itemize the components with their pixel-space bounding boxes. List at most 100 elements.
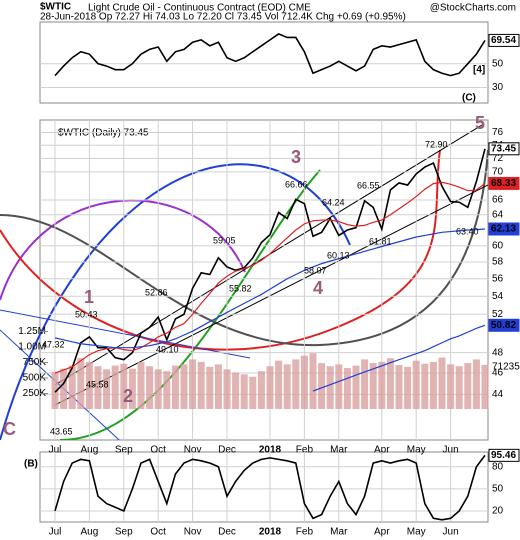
price-note: 45.58 <box>86 379 109 389</box>
price-note: 58.07 <box>304 265 327 275</box>
price-note: 66.66 <box>285 179 308 189</box>
price-note: 72.90 <box>425 139 448 149</box>
credit: @StockCharts.com <box>430 3 516 14</box>
x-tick-label: Aug <box>81 527 99 538</box>
x-tick-label: May <box>407 445 426 456</box>
volume-bar <box>120 363 128 409</box>
volume-bar <box>146 366 154 409</box>
value-label: 95.46 <box>491 450 516 461</box>
x-tick-label: Jul <box>49 527 62 538</box>
series-line <box>54 228 486 349</box>
y-tick-label: 72 <box>492 153 504 164</box>
wave-label: (C) <box>462 93 476 104</box>
y-tick-label: 60 <box>492 240 504 251</box>
price-note: 61.81 <box>369 236 392 246</box>
volume-bar <box>206 366 214 409</box>
x-tick-label: Mar <box>330 527 348 538</box>
volume-bar <box>275 360 283 409</box>
value-label: 50.82 <box>491 320 516 331</box>
y-tick-label: 66 <box>492 195 504 206</box>
price-note: 50.43 <box>75 309 98 319</box>
volume-tick-label: 1.00M <box>18 342 46 353</box>
volume-bar <box>163 371 171 409</box>
value-badge <box>488 222 520 236</box>
volume-bar <box>318 363 326 409</box>
y-tick-label: 50 <box>492 58 504 69</box>
x-tick-label: Jun <box>443 527 459 538</box>
y-tick-label: 30 <box>492 82 504 93</box>
chart-title: Light Crude Oil - Continuous Contract (E… <box>88 3 311 14</box>
x-tick-label: Oct <box>150 445 166 456</box>
x-tick-label: 2018 <box>259 527 282 538</box>
value-badge <box>488 176 520 190</box>
cycle-arc <box>0 149 488 347</box>
y-tick-label: 70 <box>492 166 504 177</box>
value-badge <box>488 33 520 47</box>
volume-bar <box>309 353 317 409</box>
volume-bar <box>249 376 257 409</box>
cycle-arc <box>0 199 246 301</box>
x-tick-label: Nov <box>184 527 202 538</box>
volume-bar <box>481 364 489 409</box>
volume-bar <box>266 366 274 409</box>
legend: $WTIC (Daily) 73.45 <box>58 128 149 139</box>
x-tick-label: Mar <box>330 445 348 456</box>
volume-bar <box>361 359 369 409</box>
x-tick-label: 2018 <box>259 445 282 456</box>
y-tick-label: 50 <box>492 483 504 494</box>
x-tick-label: Feb <box>296 445 314 456</box>
volume-bar <box>438 357 446 409</box>
y-tick-label: 76 <box>492 127 504 138</box>
y-tick-label: 54 <box>492 291 504 302</box>
price-note: 66.55 <box>357 180 380 190</box>
symbol: $WTIC <box>40 2 71 13</box>
wave-label: 4 <box>313 278 323 298</box>
volume-bar <box>189 359 197 409</box>
x-tick-label: Nov <box>184 445 202 456</box>
volume-bar <box>369 363 377 409</box>
volume-bar <box>335 364 343 409</box>
volume-bar <box>197 361 205 409</box>
x-tick-label: Feb <box>296 527 314 538</box>
volume-bar <box>103 369 111 409</box>
wave-label: 2 <box>123 386 133 406</box>
volume-bar <box>257 371 265 409</box>
volume-bar <box>429 361 437 409</box>
volume-bar <box>300 355 308 409</box>
price-note: 49.10 <box>156 344 179 354</box>
y-tick-label: 46 <box>492 368 504 379</box>
volume-bar <box>137 361 145 409</box>
volume-bar <box>395 364 403 409</box>
x-tick-label: Jun <box>443 445 459 456</box>
volume-bar <box>85 361 93 409</box>
y-tick-label: 48 <box>492 347 504 358</box>
x-tick-label: May <box>407 527 426 538</box>
x-tick-label: Sep <box>115 527 133 538</box>
volume-bar <box>343 368 351 409</box>
value-label: 62.13 <box>491 224 516 235</box>
volume-bar <box>223 369 231 409</box>
wave-label: 5 <box>475 113 485 133</box>
x-tick-label: Oct <box>150 527 166 538</box>
price-note: 64.24 <box>322 197 345 207</box>
y-tick-label: 20 <box>492 506 504 517</box>
y-tick-label: 58 <box>492 257 504 268</box>
volume-bar <box>77 358 85 409</box>
price-note: 47.32 <box>42 339 65 349</box>
wave-label: [4] <box>473 65 485 76</box>
volume-bar <box>447 364 455 409</box>
y-tick-label: 56 <box>492 273 504 284</box>
x-tick-label: Aug <box>81 445 99 456</box>
volume-bar <box>94 366 102 409</box>
series-line <box>312 324 486 392</box>
y-tick-label: 80 <box>492 461 504 472</box>
volume-bar <box>240 374 248 409</box>
volume-bar <box>326 366 334 409</box>
x-tick-label: Jul <box>49 445 62 456</box>
oscillator-panel <box>39 451 489 523</box>
price-note: 55.82 <box>229 283 252 293</box>
price-note: 63.40 <box>456 226 479 236</box>
cycle-arcs <box>0 124 488 440</box>
trend-line <box>0 309 251 359</box>
x-tick-label: Dec <box>218 445 236 456</box>
